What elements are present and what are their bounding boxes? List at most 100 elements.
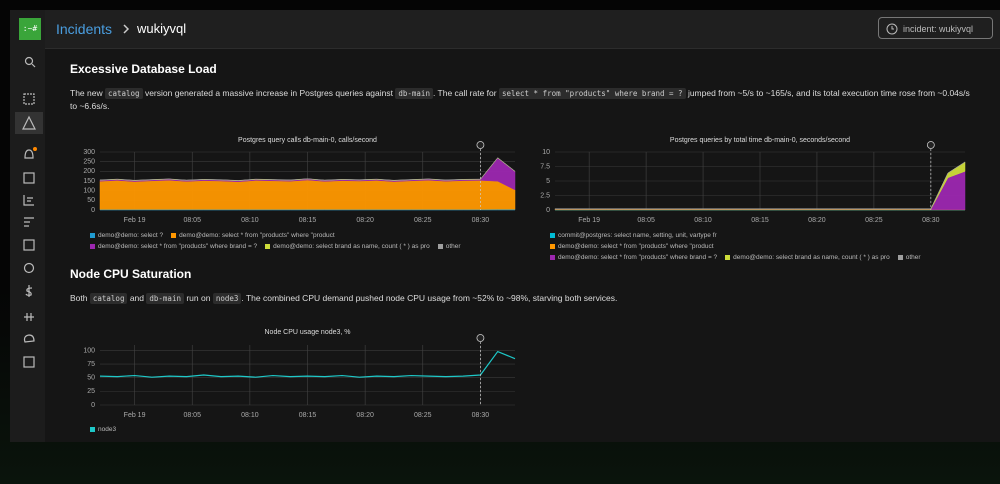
chart: Postgres query calls db-main-0, calls/se… bbox=[83, 137, 516, 224]
x-tick-label: 08:20 bbox=[356, 217, 374, 224]
text: and bbox=[127, 293, 147, 303]
y-tick-label: 0 bbox=[91, 402, 95, 409]
trace-icon[interactable] bbox=[24, 313, 34, 321]
x-tick-label: 08:15 bbox=[751, 217, 769, 224]
legend-item[interactable]: other bbox=[897, 254, 921, 261]
chevron bbox=[123, 24, 130, 34]
x-tick-label: Feb 19 bbox=[578, 217, 600, 224]
legend-swatch bbox=[171, 233, 177, 238]
sidebar: :~# bbox=[10, 10, 45, 442]
search-icon[interactable] bbox=[31, 63, 36, 68]
inline-code: node3 bbox=[212, 293, 242, 304]
inline-code: catalog bbox=[104, 88, 143, 99]
y-tick-label: 75 bbox=[87, 361, 95, 368]
y-tick-label: 10 bbox=[542, 149, 550, 156]
query-icon[interactable] bbox=[24, 217, 34, 227]
section-title: Excessive Database Load bbox=[70, 62, 217, 76]
legend-label: other bbox=[445, 243, 461, 250]
app bbox=[10, 10, 1000, 442]
y-tick-label: 50 bbox=[87, 197, 95, 204]
legend-item[interactable]: node3 bbox=[90, 426, 116, 433]
annotation-icon[interactable] bbox=[476, 334, 485, 342]
area-series bbox=[554, 161, 966, 210]
legend-swatch bbox=[265, 244, 271, 249]
legend-item[interactable]: demo@demo: select ? bbox=[90, 232, 163, 239]
legend-label: demo@demo: select * from "products" wher… bbox=[558, 243, 714, 250]
legend-item[interactable]: commit@postgres: select name, setting, u… bbox=[550, 232, 717, 239]
paragraph: The new catalog version generated a mass… bbox=[70, 87, 970, 113]
area-series bbox=[99, 179, 516, 210]
db-icon[interactable] bbox=[23, 239, 35, 251]
legend-item[interactable]: demo@demo: select * from "products" wher… bbox=[90, 243, 257, 250]
legend-label: demo@demo: select * from "products" wher… bbox=[98, 243, 258, 250]
y-tick-label: 300 bbox=[83, 149, 95, 156]
legend-swatch bbox=[550, 255, 555, 260]
line-series bbox=[99, 350, 516, 378]
legend: commit@postgres: select name, setting, u… bbox=[550, 232, 1000, 261]
search-icon[interactable] bbox=[24, 56, 34, 66]
y-tick-label: 250 bbox=[83, 159, 95, 166]
annotation-icon[interactable] bbox=[476, 141, 485, 149]
annotation-icon[interactable] bbox=[926, 141, 935, 149]
text: run on bbox=[183, 293, 213, 303]
y-tick-label: 2.5 bbox=[540, 192, 550, 199]
y-tick-label: 150 bbox=[83, 178, 95, 185]
grid-icon[interactable] bbox=[23, 93, 35, 105]
legend-swatch bbox=[550, 233, 555, 238]
legend-label: demo@demo: select brand as name, count (… bbox=[273, 243, 430, 250]
inline-code: catalog bbox=[89, 293, 128, 304]
x-tick-label: 08:10 bbox=[694, 217, 712, 224]
y-tick-label: 50 bbox=[87, 375, 95, 382]
y-tick-label: 200 bbox=[83, 168, 95, 175]
chart: Postgres queries by total time db-main-0… bbox=[540, 137, 966, 224]
legend: node3 bbox=[90, 426, 550, 433]
legend-label: demo@demo: select * from "products" wher… bbox=[179, 232, 335, 239]
legend-swatch bbox=[90, 244, 95, 249]
x-tick-label: 08:05 bbox=[183, 412, 201, 419]
text: The new bbox=[70, 88, 105, 98]
legend-item[interactable]: demo@demo: select brand as name, count (… bbox=[265, 243, 430, 250]
chart-title: Postgres query calls db-main-0, calls/se… bbox=[238, 137, 377, 144]
inline-code: db-main bbox=[146, 293, 184, 304]
legend-item[interactable]: demo@demo: select * from "products" wher… bbox=[550, 243, 714, 250]
text: version generated a massive increase in … bbox=[142, 88, 396, 98]
x-tick-label: 08:30 bbox=[922, 217, 940, 224]
x-tick-label: 08:30 bbox=[472, 217, 490, 224]
legend-item[interactable]: demo@demo: select * from "products" wher… bbox=[171, 232, 335, 239]
cost-icon[interactable] bbox=[25, 285, 33, 297]
y-tick-label: 100 bbox=[83, 188, 95, 195]
legend-swatch bbox=[437, 244, 443, 249]
logo[interactable]: :~# bbox=[19, 18, 41, 40]
x-tick-label: 08:25 bbox=[414, 217, 432, 224]
alert-icon[interactable] bbox=[22, 115, 36, 130]
incident-selector[interactable]: incident: wukiyvql bbox=[878, 17, 993, 39]
x-tick-label: 08:05 bbox=[183, 217, 201, 224]
section-title: Node CPU Saturation bbox=[70, 267, 192, 281]
legend-item[interactable]: demo@demo: select brand as name, count (… bbox=[725, 254, 890, 261]
breadcrumb-link[interactable]: Incidents bbox=[56, 21, 113, 37]
y-tick-label: 0 bbox=[546, 207, 550, 214]
clock-icon bbox=[886, 23, 898, 35]
x-tick-label: 08:30 bbox=[472, 412, 490, 419]
net-icon[interactable] bbox=[23, 262, 35, 274]
area-series bbox=[99, 157, 516, 181]
dash-icon[interactable] bbox=[23, 356, 35, 368]
chart: Node CPU usage node3, % 0 25 50 75 100 Feb 19 0… bbox=[83, 329, 516, 419]
legend-item[interactable]: other bbox=[437, 243, 461, 250]
text: jumped from ~5/s to ~165/s, and its tota… bbox=[70, 88, 970, 111]
legend-label: node3 bbox=[98, 426, 117, 433]
map-icon[interactable] bbox=[23, 172, 35, 184]
chart-title: Postgres queries by total time db-main-0… bbox=[670, 137, 850, 144]
inline-code: select * from "products" where brand = ? bbox=[498, 88, 686, 99]
legend-label: demo@demo: select brand as name, count (… bbox=[733, 254, 890, 261]
logs-icon[interactable] bbox=[23, 195, 34, 206]
paragraph: Both catalog and db-main run on node3. T… bbox=[70, 292, 970, 305]
y-tick-label: 7.5 bbox=[540, 163, 550, 170]
legend-swatch bbox=[550, 244, 555, 249]
chart-title: Node CPU usage node3, % bbox=[265, 329, 351, 336]
bell-icon[interactable] bbox=[24, 149, 34, 159]
cloud-icon[interactable] bbox=[23, 334, 35, 343]
legend-item[interactable]: demo@demo: select * from "products" wher… bbox=[550, 254, 717, 261]
text: . The call rate for bbox=[432, 88, 499, 98]
